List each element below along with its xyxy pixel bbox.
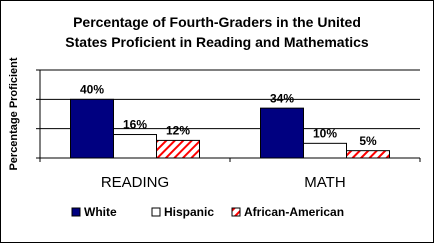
- chart-title: Percentage of Fourth-Graders in the Unit…: [65, 14, 369, 50]
- bar: [260, 107, 304, 159]
- legend-swatch: [151, 207, 161, 217]
- legend-label: Hispanic: [164, 205, 214, 219]
- bar: [346, 150, 390, 159]
- data-label: 16%: [123, 118, 147, 132]
- data-label: 5%: [359, 134, 377, 148]
- x-tick-label: READING: [101, 174, 169, 191]
- bar: [156, 139, 200, 159]
- bar: [303, 142, 347, 159]
- data-label: 10%: [313, 127, 337, 141]
- y-axis-label: Percentage Proficient: [8, 57, 20, 170]
- legend-swatch: [231, 207, 241, 217]
- bar: [113, 134, 157, 159]
- data-label: 40%: [80, 83, 104, 97]
- bar: [70, 98, 114, 159]
- x-tick-label: MATH: [304, 174, 345, 191]
- data-label: 34%: [270, 91, 294, 105]
- legend-label: White: [84, 205, 117, 219]
- legend-swatch: [71, 207, 81, 217]
- data-label: 12%: [166, 124, 190, 138]
- legend-label: African-American: [244, 205, 344, 219]
